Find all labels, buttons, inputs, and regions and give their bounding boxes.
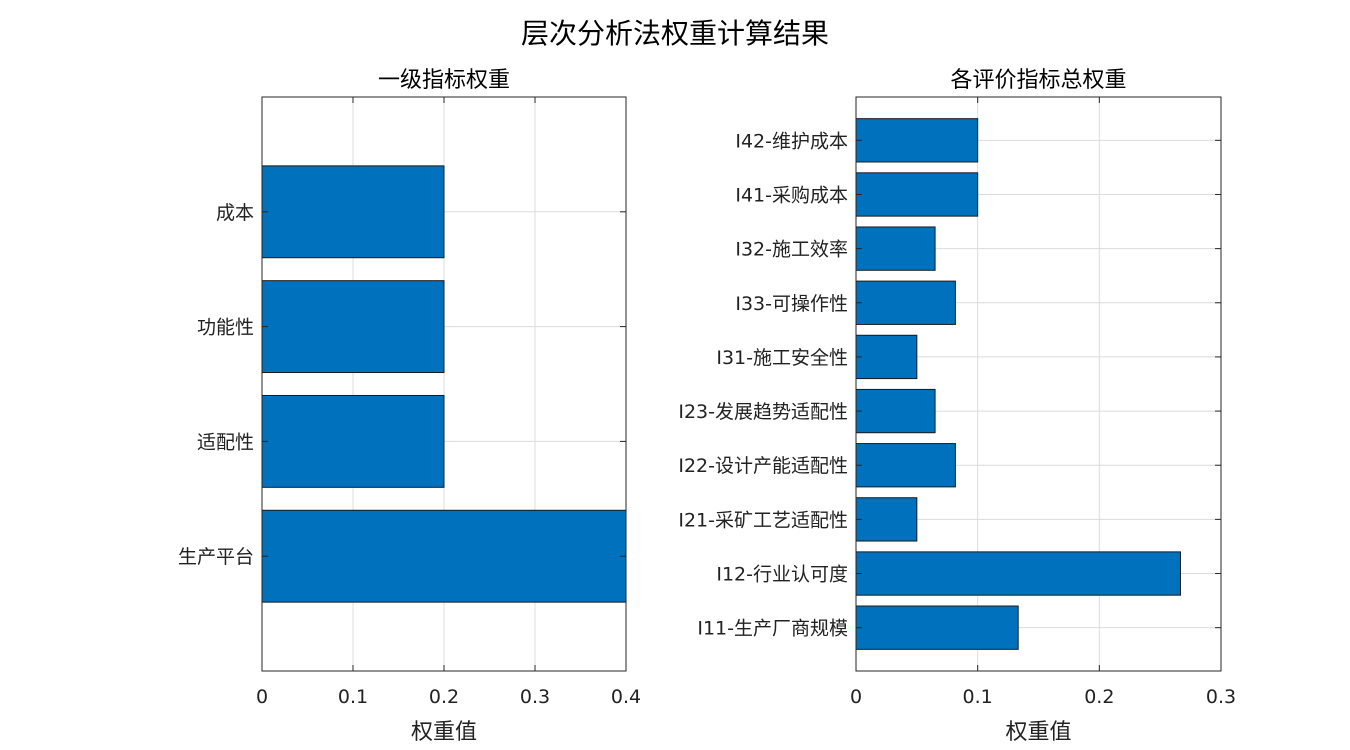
right-category-label: I22-设计产能适配性 <box>678 455 848 477</box>
left-xtick-label: 0 <box>256 686 268 708</box>
right-bar-7 <box>855 280 956 325</box>
right-subplot-title: 各评价指标总权重 <box>950 68 1126 93</box>
right-category-label: I23-发展趋势适配性 <box>678 401 848 423</box>
right-axes-frame <box>855 96 1222 672</box>
right-category-label: I12-行业认可度 <box>716 564 848 586</box>
right-xtick-label: 0 <box>850 686 862 708</box>
right-bar-6 <box>855 334 918 380</box>
right-category-label: I32-施工效率 <box>735 239 848 261</box>
right-xtick-label: 0.1 <box>963 686 993 708</box>
right-category-label: I33-可操作性 <box>735 293 848 315</box>
right-category-label: I21-采矿工艺适配性 <box>678 509 848 531</box>
right-category-label: I31-施工安全性 <box>716 347 848 369</box>
right-category-label: I41-采购成本 <box>735 184 848 206</box>
right-xtick-label: 0.2 <box>1084 686 1114 708</box>
left-xtick-label: 0.3 <box>520 686 550 708</box>
figure-title: 层次分析法权重计算结果 <box>520 17 829 50</box>
left-bar-4 <box>261 165 445 259</box>
left-category-label: 生产平台 <box>178 546 254 568</box>
right-subplot: 0 0.1 0.2 0.3 I11-生产厂商规模 I12-行业认可度 I21-采矿工艺适配性… <box>678 68 1236 745</box>
left-category-label: 适配性 <box>197 431 254 453</box>
right-bar-2 <box>855 551 1181 596</box>
right-bar-3 <box>855 497 918 542</box>
left-subplot-title: 一级指标权重 <box>378 68 510 93</box>
left-xtick-label: 0.4 <box>611 686 641 708</box>
left-category-label: 成本 <box>216 202 254 224</box>
right-xlabel: 权重值 <box>1005 720 1071 745</box>
right-bar-5 <box>855 388 936 434</box>
left-xlabel: 权重值 <box>411 720 477 745</box>
left-axes-frame <box>261 96 627 672</box>
right-bar-9 <box>855 172 979 217</box>
right-bar-10 <box>855 118 979 163</box>
left-bar-3 <box>261 280 445 374</box>
right-bar-1 <box>855 605 1019 650</box>
left-bar-2 <box>261 394 445 488</box>
right-category-label: I11-生产厂商规模 <box>697 618 848 640</box>
left-category-label: 功能性 <box>197 317 254 339</box>
right-bar-8 <box>855 226 936 271</box>
left-xtick-label: 0.2 <box>429 686 459 708</box>
left-bar-1 <box>261 509 627 603</box>
right-category-label: I42-维护成本 <box>735 130 848 152</box>
left-xtick-label: 0.1 <box>338 686 368 708</box>
right-xtick-label: 0.3 <box>1206 686 1236 708</box>
right-bar-4 <box>855 443 956 488</box>
